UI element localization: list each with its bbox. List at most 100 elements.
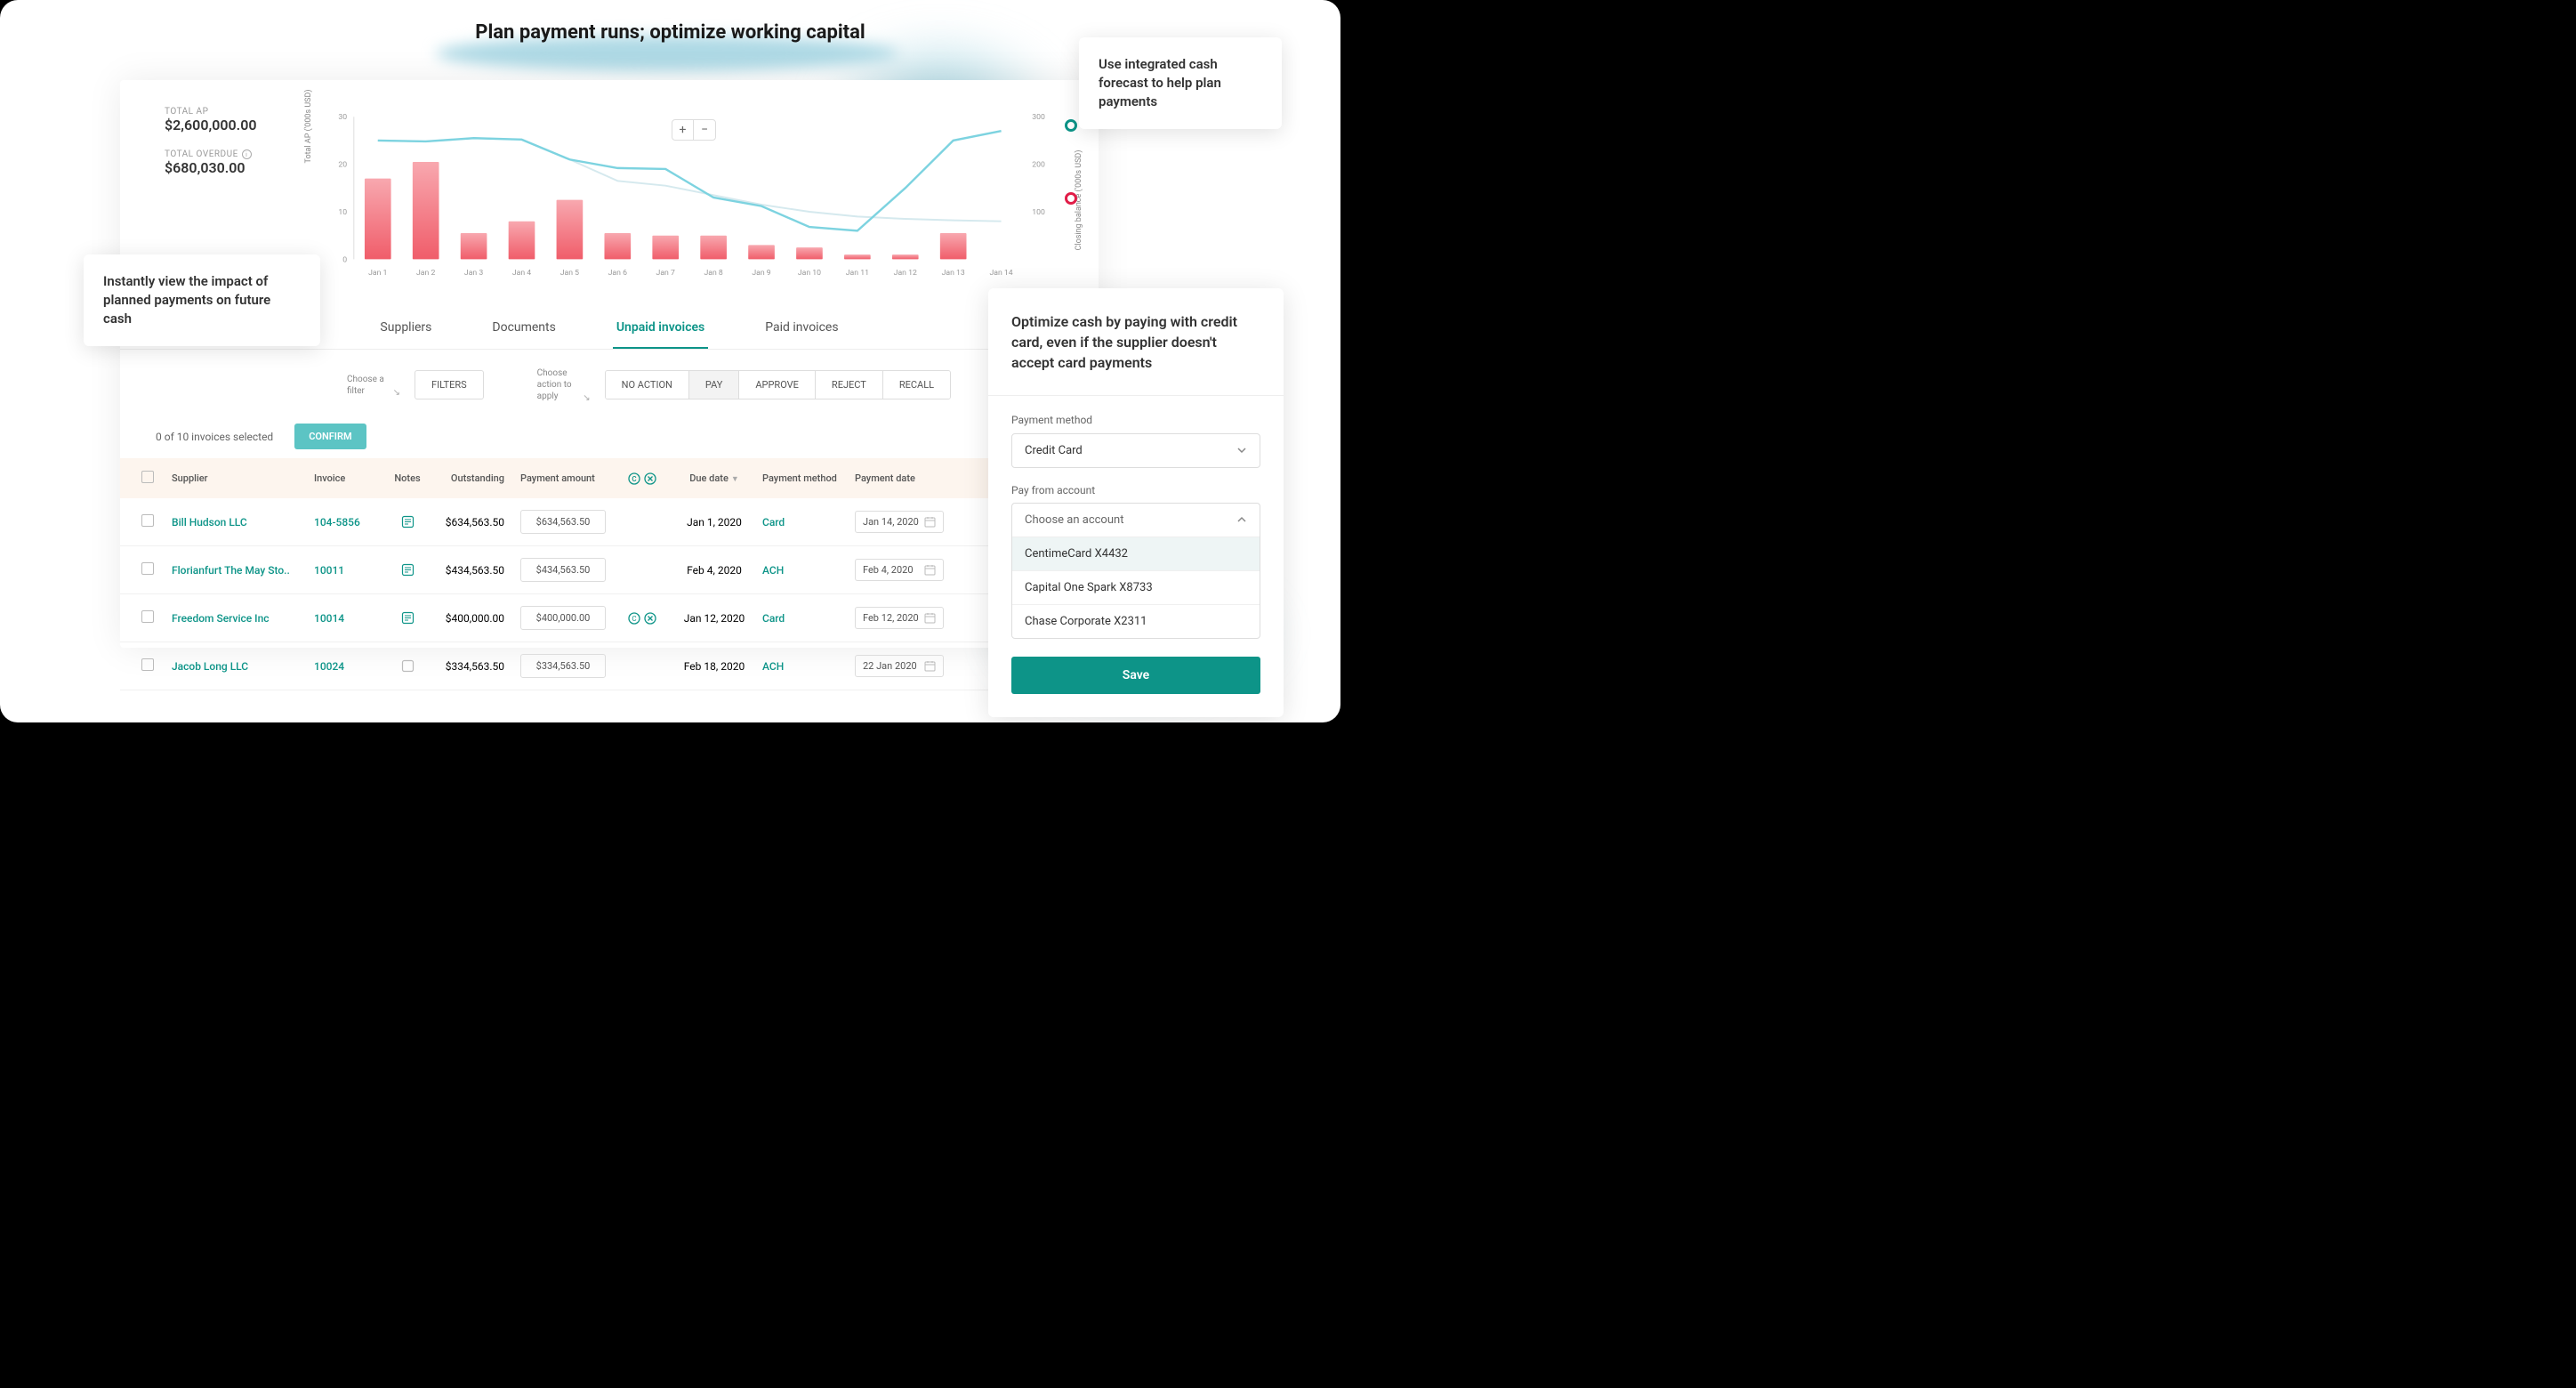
svg-text:C: C — [632, 475, 636, 483]
y-axis-left-label: Total AP ('000s USD) — [304, 89, 313, 163]
tab-paid-invoices[interactable]: Paid invoices — [761, 308, 841, 349]
selection-text: 0 of 10 invoices selected — [156, 431, 273, 443]
payment-amount-input[interactable]: $400,000.00 — [520, 606, 606, 630]
col-payment-method[interactable]: Payment method — [762, 472, 855, 484]
chevron-up-icon — [1236, 514, 1247, 525]
reject-button[interactable]: REJECT — [816, 371, 883, 399]
outstanding-value: $400,000.00 — [431, 612, 520, 625]
dashboard: TOTAL AP $2,600,000.00 TOTAL OVERDUE i $… — [120, 80, 1099, 648]
svg-text:10: 10 — [338, 208, 347, 217]
supplier-link[interactable]: Jacob Long LLC — [172, 660, 314, 673]
recall-button[interactable]: RECALL — [883, 371, 950, 399]
col-invoice[interactable]: Invoice — [314, 472, 383, 484]
filter-hint: Choose a filter — [347, 374, 397, 397]
payment-amount-input[interactable]: $334,563.50 — [520, 654, 606, 678]
page-title: Plan payment runs; optimize working capi… — [475, 21, 865, 44]
select-all-checkbox[interactable] — [141, 471, 154, 483]
action-buttons: NO ACTION PAY APPROVE REJECT RECALL — [605, 370, 951, 399]
marker-target-icon — [1065, 192, 1077, 205]
chevron-down-icon — [1236, 445, 1247, 456]
row-checkbox[interactable] — [141, 658, 154, 671]
due-date: Jan 1, 2020 — [666, 516, 762, 529]
zoom-in-button[interactable]: + — [672, 120, 694, 140]
cancel-icon — [644, 472, 656, 485]
svg-text:20: 20 — [338, 161, 347, 170]
svg-text:300: 300 — [1032, 113, 1045, 122]
pay-from-account-label: Pay from account — [1011, 484, 1260, 496]
outstanding-value: $434,563.50 — [431, 564, 520, 577]
payment-method-link[interactable]: Card — [762, 612, 855, 625]
tab-unpaid-invoices[interactable]: Unpaid invoices — [613, 308, 708, 349]
invoice-link[interactable]: 10014 — [314, 612, 383, 625]
no-action-button[interactable]: NO ACTION — [606, 371, 689, 399]
callout-impact: Instantly view the impact of planned pay… — [84, 254, 320, 346]
row-checkbox[interactable] — [141, 514, 154, 527]
filters-button[interactable]: FILTERS — [415, 370, 484, 399]
svg-text:Jan 1: Jan 1 — [368, 269, 387, 278]
supplier-link[interactable]: Bill Hudson LLC — [172, 516, 314, 529]
pay-button[interactable]: PAY — [689, 371, 739, 399]
svg-text:Jan 9: Jan 9 — [752, 269, 770, 278]
approve-button[interactable]: APPROVE — [739, 371, 816, 399]
payment-date-input[interactable]: 22 Jan 2020 — [855, 655, 944, 677]
invoice-link[interactable]: 104-5856 — [314, 516, 383, 529]
tab-documents[interactable]: Documents — [488, 308, 559, 349]
marker-closing-icon — [1065, 119, 1077, 132]
account-dropdown[interactable]: Choose an account CentimeCard X4432 Capi… — [1011, 503, 1260, 639]
col-status-icons: C — [618, 472, 666, 485]
col-supplier[interactable]: Supplier — [172, 472, 314, 484]
svg-text:Jan 11: Jan 11 — [846, 269, 869, 278]
table-row: Bill Hudson LLC 104-5856 $634,563.50 $63… — [120, 498, 1099, 546]
confirm-button[interactable]: CONFIRM — [294, 424, 366, 449]
payment-date-input[interactable]: Feb 4, 2020 — [855, 559, 944, 581]
outstanding-value: $334,563.50 — [431, 660, 520, 673]
col-payment-amount[interactable]: Payment amount — [520, 472, 618, 484]
svg-text:Jan 14: Jan 14 — [989, 269, 1012, 278]
due-date: Jan 12, 2020 — [666, 612, 762, 625]
notes-icon[interactable] — [383, 563, 431, 577]
row-checkbox[interactable] — [141, 562, 154, 575]
supplier-link[interactable]: Florianfurt The May Sto.. — [172, 564, 314, 577]
col-outstanding[interactable]: Outstanding — [431, 472, 520, 484]
invoice-link[interactable]: 10024 — [314, 660, 383, 673]
notes-icon[interactable] — [383, 611, 431, 625]
account-option[interactable]: Chase Corporate X2311 — [1012, 605, 1260, 638]
payment-method-link[interactable]: Card — [762, 516, 855, 529]
table-header: Supplier Invoice Notes Outstanding Payme… — [120, 458, 1099, 498]
tab-suppliers[interactable]: Suppliers — [376, 308, 435, 349]
svg-text:Jan 4: Jan 4 — [512, 269, 531, 278]
account-option[interactable]: CentimeCard X4432 — [1012, 537, 1260, 571]
total-ap-label: TOTAL AP — [165, 107, 325, 117]
col-due-date[interactable]: Due date▼ — [666, 472, 762, 484]
due-date: Feb 18, 2020 — [666, 660, 762, 673]
notes-icon[interactable] — [383, 659, 431, 673]
payment-panel: Optimize cash by paying with credit card… — [988, 288, 1284, 717]
info-icon[interactable]: i — [242, 149, 252, 159]
payment-method-label: Payment method — [1011, 414, 1260, 426]
account-option[interactable]: Capital One Spark X8733 — [1012, 571, 1260, 605]
row-checkbox[interactable] — [141, 610, 154, 623]
invoice-link[interactable]: 10011 — [314, 564, 383, 577]
svg-text:0: 0 — [342, 255, 347, 264]
svg-text:Jan 7: Jan 7 — [656, 269, 675, 278]
payment-method-link[interactable]: ACH — [762, 564, 855, 577]
zoom-controls: + − — [672, 119, 716, 141]
svg-text:Jan 6: Jan 6 — [608, 269, 627, 278]
payment-amount-input[interactable]: $434,563.50 — [520, 558, 606, 582]
svg-text:Jan 3: Jan 3 — [464, 269, 483, 278]
save-button[interactable]: Save — [1011, 657, 1260, 694]
supplier-link[interactable]: Freedom Service Inc — [172, 612, 314, 625]
svg-text:C: C — [632, 615, 636, 623]
col-payment-date[interactable]: Payment date — [855, 472, 947, 484]
payment-method-link[interactable]: ACH — [762, 660, 855, 673]
table-row: Freedom Service Inc 10014 $400,000.00 $4… — [120, 594, 1099, 642]
payment-date-input[interactable]: Jan 14, 2020 — [855, 511, 944, 533]
payment-method-select[interactable]: Credit Card — [1011, 433, 1260, 468]
col-notes[interactable]: Notes — [383, 472, 431, 484]
zoom-out-button[interactable]: − — [694, 120, 715, 140]
payment-date-input[interactable]: Feb 12, 2020 — [855, 607, 944, 629]
payment-amount-input[interactable]: $634,563.50 — [520, 510, 606, 534]
notes-icon[interactable] — [383, 515, 431, 529]
svg-text:100: 100 — [1032, 208, 1045, 217]
invoices-table: Supplier Invoice Notes Outstanding Payme… — [120, 458, 1099, 690]
